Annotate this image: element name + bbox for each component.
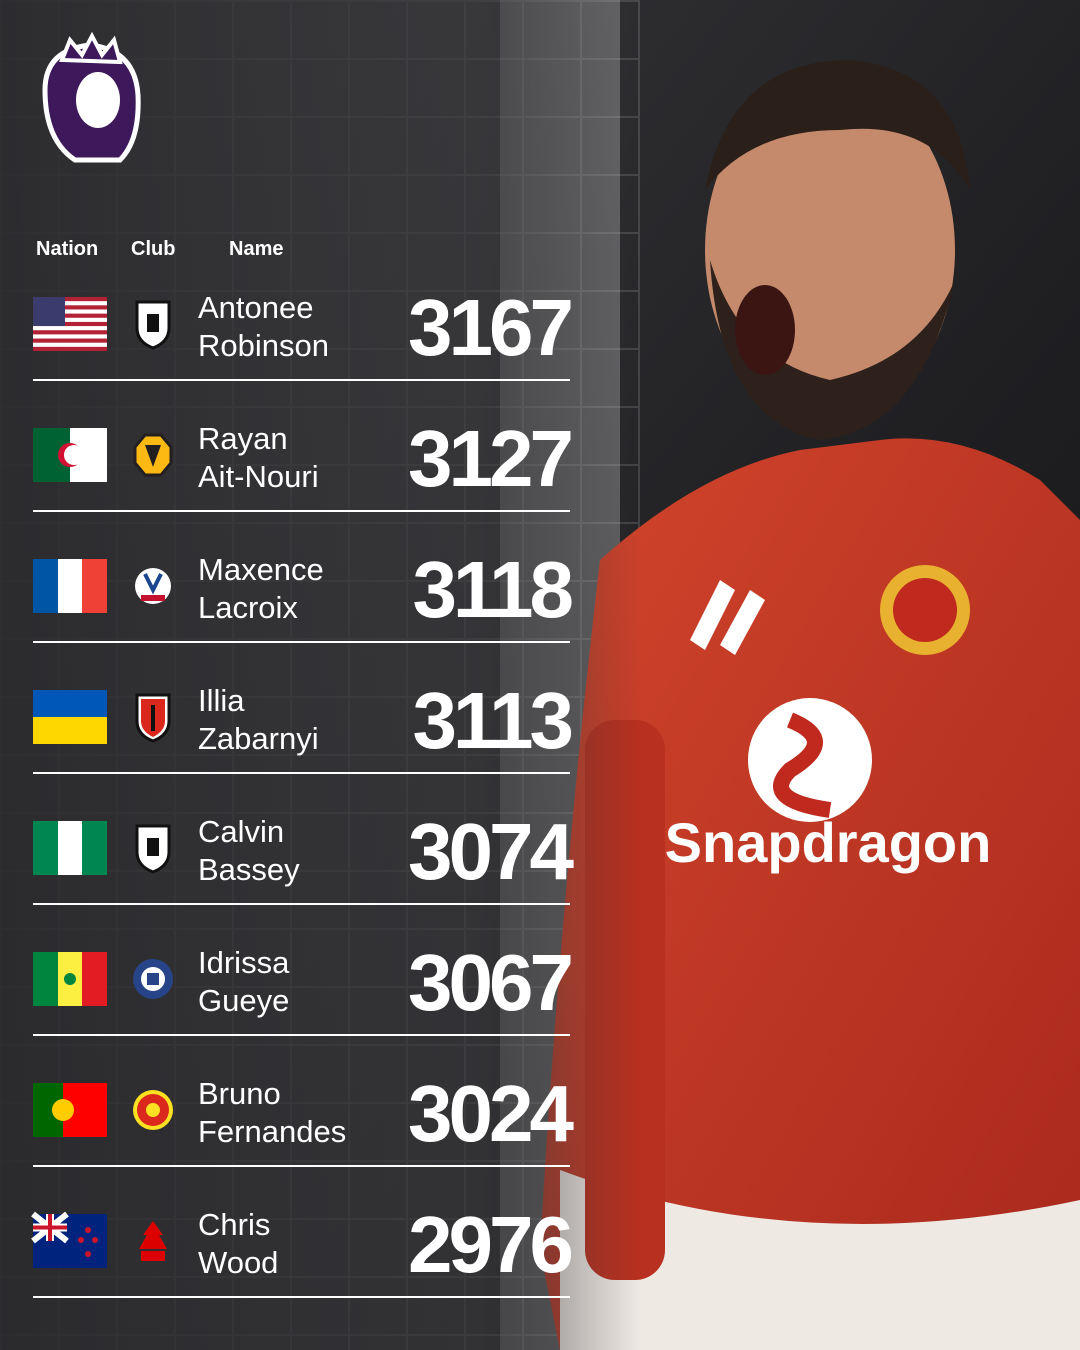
club-crest [133,959,173,999]
nation-flag [33,1083,107,1137]
club-crest [133,433,173,477]
player-value: 3127 [408,414,570,503]
player-first-name: Illia [198,683,245,718]
player-value: 3024 [408,1069,574,1158]
club-crest [135,824,171,874]
player-first-name: Chris [198,1207,270,1242]
player-first-name: Bruno [198,1076,281,1111]
nation-flag [33,821,107,875]
player-value: 3167 [408,283,570,372]
player-value: 3067 [408,938,570,1027]
nation-flag [33,559,107,613]
player-last-name: Ait-Nouri [198,459,319,494]
club-crest [133,1090,173,1130]
nation-flag [33,428,107,482]
nation-flag [33,690,107,744]
nation-flag [33,952,107,1006]
player-first-name: Calvin [198,814,284,849]
player-value: 3113 [412,676,571,765]
club-crest [135,693,171,743]
nation-flag [33,297,107,351]
player-last-name: Wood [198,1245,278,1280]
column-header: Name [229,238,283,260]
player-value: 3118 [412,545,572,634]
player-last-name: Gueye [198,983,289,1018]
club-crest [135,300,171,350]
shirt-sponsor: Snapdragon [665,811,992,874]
player-value: 2976 [408,1200,571,1289]
player-last-name: Lacroix [198,590,298,625]
player-first-name: Maxence [198,552,324,587]
player-first-name: Rayan [198,421,288,456]
league-logo [42,31,141,163]
club-crest [139,1221,167,1261]
player-first-name: Antonee [198,290,314,325]
nation-flag [31,1211,107,1268]
player-first-name: Idrissa [198,945,290,980]
player-value: 3074 [408,807,574,896]
column-header: Nation [36,238,98,260]
club-crest [135,568,171,604]
player-last-name: Zabarnyi [198,721,319,756]
player-last-name: Robinson [198,328,329,363]
column-header: Club [131,238,175,260]
player-last-name: Bassey [198,852,300,887]
player-last-name: Fernandes [198,1114,346,1149]
